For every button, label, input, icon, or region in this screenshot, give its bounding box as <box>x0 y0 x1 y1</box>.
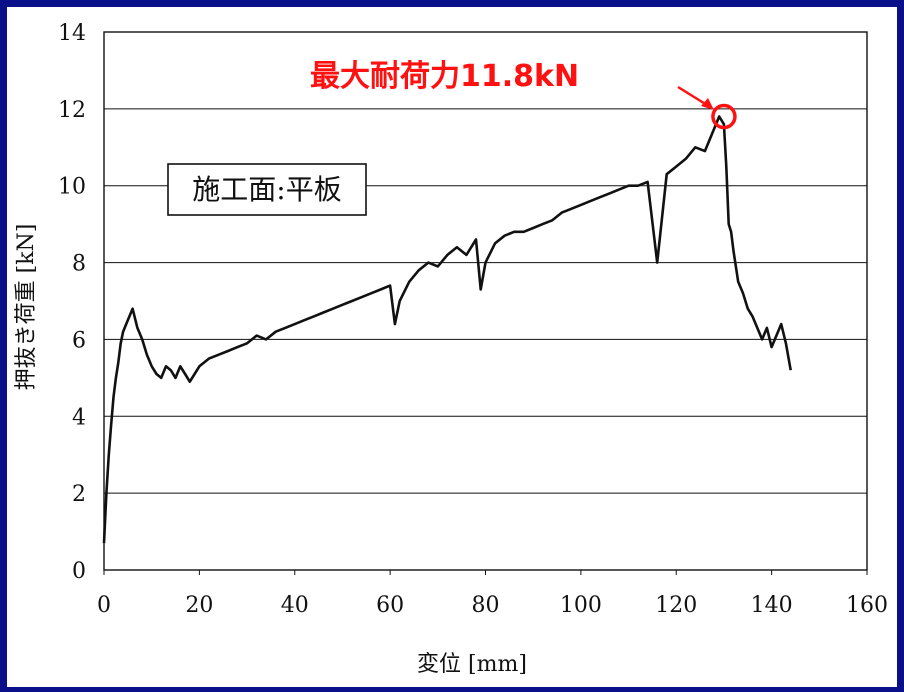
x-tick-label: 60 <box>376 593 404 618</box>
annotation-arrowhead <box>701 98 714 110</box>
y-tick-label: 12 <box>58 98 86 123</box>
x-tick-label: 0 <box>97 593 111 618</box>
chart-panel: 0 2 4 6 8 10 12 14 0 20 40 60 80 100 120 140 160 施工面:平板 … <box>7 7 897 687</box>
x-tick-label: 80 <box>472 593 500 618</box>
x-tick-label: 20 <box>185 593 213 618</box>
x-tick-label: 160 <box>846 593 888 618</box>
peak-marker-circle <box>711 103 737 130</box>
inset-label-box: 施工面:平板 <box>167 163 367 216</box>
y-tick-label: 4 <box>72 405 86 430</box>
x-tick-label: 40 <box>281 593 309 618</box>
y-tick-label: 10 <box>58 175 86 200</box>
series-line <box>102 115 792 544</box>
inset-label: 施工面:平板 <box>192 173 341 206</box>
y-tick-label: 2 <box>72 482 86 507</box>
max-load-annotation: 最大耐荷力11.8kN <box>310 59 737 130</box>
x-tick-label: 120 <box>655 593 697 618</box>
y-axis-label: 押抜き荷重 [kN] <box>14 224 39 391</box>
y-tick-label: 8 <box>72 252 86 277</box>
y-tick-label: 14 <box>58 21 86 46</box>
y-tick-label: 6 <box>72 328 86 353</box>
plot-frame <box>103 31 868 571</box>
annotation-arrow <box>677 85 708 107</box>
x-axis-label: 変位 [mm] <box>417 652 527 677</box>
x-tick-label: 140 <box>751 593 793 618</box>
annotation-text: 最大耐荷力11.8kN <box>310 59 579 94</box>
y-tick-label: 0 <box>72 559 86 584</box>
x-tick-label: 100 <box>560 593 602 618</box>
